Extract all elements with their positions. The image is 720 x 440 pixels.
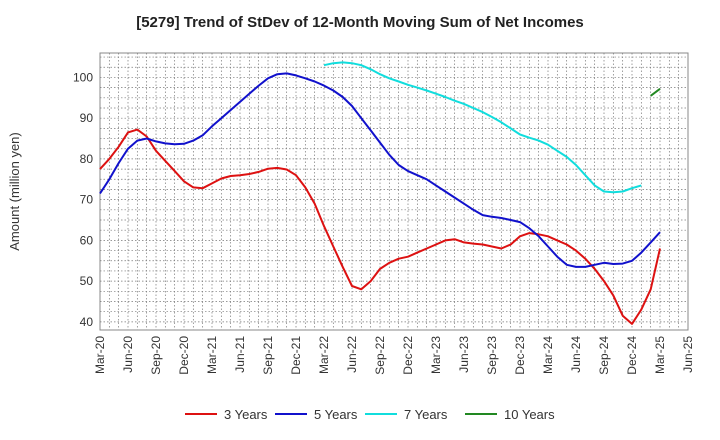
x-tick-label: Dec-21 [289, 336, 303, 375]
x-tick-label: Jun-22 [345, 336, 359, 373]
x-tick-label: Sep-20 [149, 336, 163, 375]
x-tick-label: Jun-23 [457, 336, 471, 373]
x-tick-label: Dec-24 [625, 336, 639, 375]
x-tick-label: Dec-23 [513, 336, 527, 375]
y-tick-label: 70 [80, 193, 94, 207]
legend-label: 7 Years [404, 407, 448, 422]
x-tick-label: Jun-25 [681, 336, 695, 373]
legend-label: 3 Years [224, 407, 268, 422]
x-tick-label: Jun-20 [121, 336, 135, 373]
x-tick-label: Mar-21 [205, 336, 219, 374]
x-tick-label: Mar-23 [429, 336, 443, 374]
x-tick-label: Jun-24 [569, 336, 583, 373]
x-tick-label: Mar-20 [93, 336, 107, 374]
y-tick-label: 100 [73, 70, 93, 84]
plot-area [99, 52, 689, 331]
x-tick-label: Dec-20 [177, 336, 191, 375]
y-tick-label: 50 [80, 274, 94, 288]
y-tick-label: 60 [80, 233, 94, 247]
x-tick-label: Mar-22 [317, 336, 331, 374]
series-line-3-years [99, 128, 661, 325]
y-axis-title: Amount (million yen) [7, 132, 22, 251]
x-tick-label: Sep-23 [485, 336, 499, 375]
y-tick-label: 40 [80, 315, 94, 329]
series-line-5-years [99, 72, 661, 268]
legend-label: 10 Years [504, 407, 555, 422]
x-tick-label: Dec-22 [401, 336, 415, 375]
x-tick-label: Mar-24 [541, 336, 555, 374]
y-tick-label: 90 [80, 111, 94, 125]
x-tick-label: Jun-21 [233, 336, 247, 373]
y-tick-label: 80 [80, 152, 94, 166]
series-line-10-years [650, 88, 661, 97]
x-tick-label: Sep-22 [373, 336, 387, 375]
legend-label: 5 Years [314, 407, 358, 422]
x-tick-label: Mar-25 [653, 336, 667, 374]
chart-title: [5279] Trend of StDev of 12-Month Moving… [136, 14, 584, 31]
x-tick-label: Sep-24 [597, 336, 611, 375]
x-tick-label: Sep-21 [261, 336, 275, 375]
series-line-7-years [323, 61, 642, 194]
